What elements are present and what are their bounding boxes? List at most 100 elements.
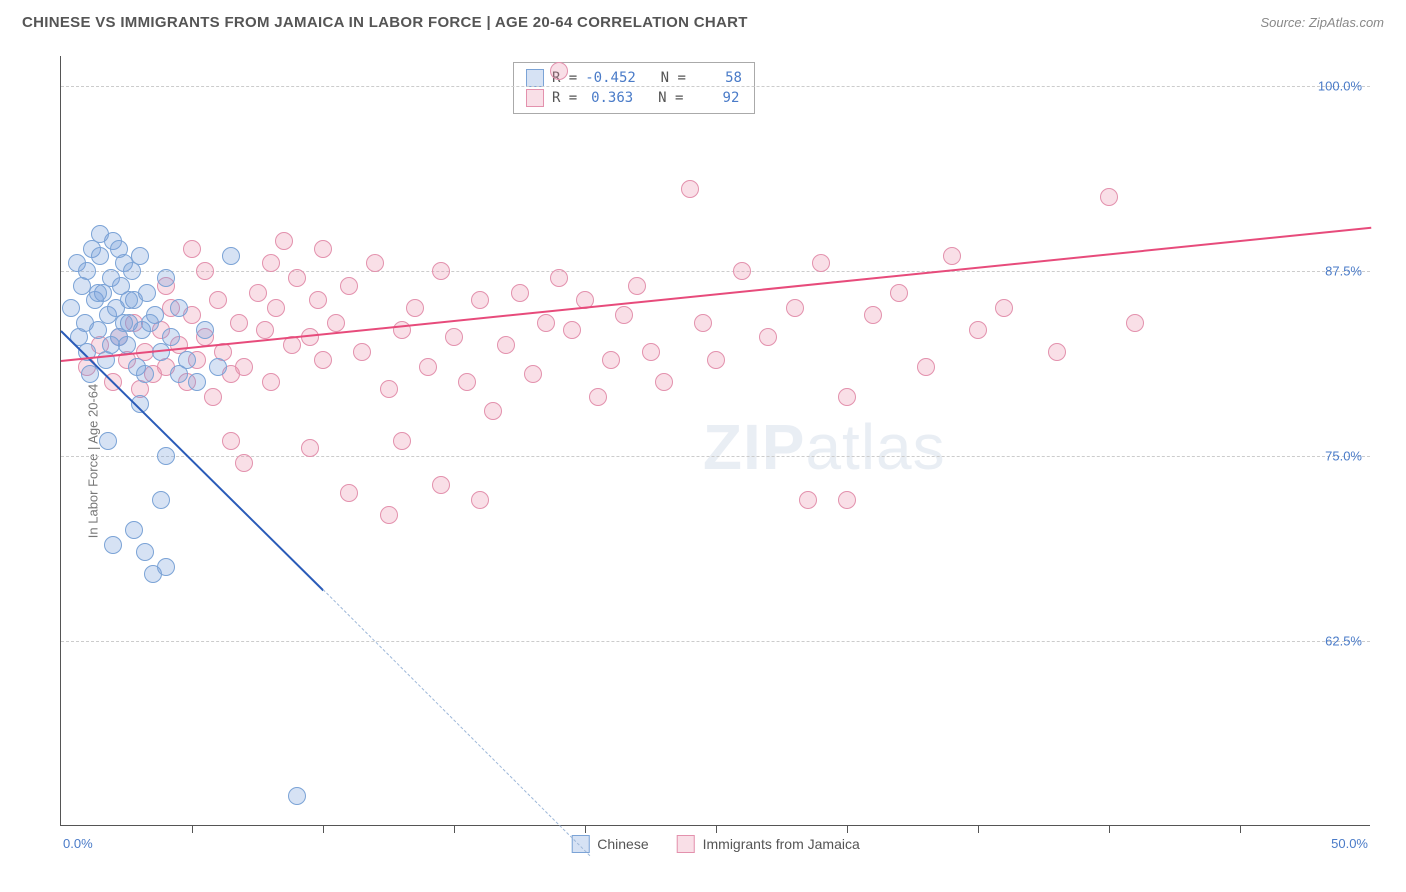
jamaica-n-value: 92 <box>691 90 739 106</box>
legend-item-jamaica: Immigrants from Jamaica <box>677 835 860 853</box>
x-tick <box>585 825 586 833</box>
scatter-point-jamaica <box>445 328 463 346</box>
scatter-point-jamaica <box>642 343 660 361</box>
gridline-h <box>61 641 1370 642</box>
scatter-point-chinese <box>136 543 154 561</box>
jamaica-r-value: 0.363 <box>585 90 633 106</box>
scatter-point-jamaica <box>301 439 319 457</box>
scatter-point-jamaica <box>1126 314 1144 332</box>
scatter-point-chinese <box>89 321 107 339</box>
scatter-point-jamaica <box>759 328 777 346</box>
source-attribution: Source: ZipAtlas.com <box>1260 15 1384 30</box>
scatter-point-jamaica <box>204 388 222 406</box>
watermark-rest: atlas <box>805 411 945 483</box>
scatter-point-jamaica <box>209 291 227 309</box>
scatter-point-jamaica <box>471 291 489 309</box>
x-tick <box>454 825 455 833</box>
scatter-point-jamaica <box>366 254 384 272</box>
scatter-point-chinese <box>196 321 214 339</box>
scatter-point-chinese <box>120 291 138 309</box>
chinese-n-value: 58 <box>694 70 742 86</box>
scatter-point-jamaica <box>406 299 424 317</box>
scatter-point-jamaica <box>230 314 248 332</box>
x-tick <box>192 825 193 833</box>
scatter-point-chinese <box>157 558 175 576</box>
scatter-point-chinese <box>110 240 128 258</box>
x-tick-label-min: 0.0% <box>63 836 93 851</box>
scatter-point-jamaica <box>550 269 568 287</box>
scatter-point-chinese <box>188 373 206 391</box>
scatter-point-chinese <box>138 284 156 302</box>
x-tick <box>847 825 848 833</box>
r-label: R = <box>552 90 577 106</box>
x-tick-label-max: 50.0% <box>1331 836 1368 851</box>
scatter-point-jamaica <box>432 262 450 280</box>
gridline-h <box>61 456 1370 457</box>
scatter-point-jamaica <box>524 365 542 383</box>
n-label: N = <box>641 90 683 106</box>
scatter-point-jamaica <box>309 291 327 309</box>
scatter-point-jamaica <box>786 299 804 317</box>
x-tick <box>716 825 717 833</box>
jamaica-legend-label: Immigrants from Jamaica <box>703 836 860 852</box>
scatter-point-jamaica <box>235 454 253 472</box>
series-legend: Chinese Immigrants from Jamaica <box>571 835 860 853</box>
jamaica-color-chip <box>526 89 544 107</box>
scatter-point-jamaica <box>484 402 502 420</box>
scatter-point-chinese <box>91 225 109 243</box>
x-tick <box>323 825 324 833</box>
scatter-point-chinese <box>131 247 149 265</box>
scatter-point-jamaica <box>419 358 437 376</box>
scatter-point-jamaica <box>943 247 961 265</box>
scatter-point-jamaica <box>327 314 345 332</box>
scatter-point-jamaica <box>340 277 358 295</box>
scatter-point-jamaica <box>393 432 411 450</box>
scatter-point-jamaica <box>314 240 332 258</box>
scatter-point-jamaica <box>628 277 646 295</box>
scatter-point-chinese <box>157 447 175 465</box>
scatter-point-chinese <box>170 365 188 383</box>
scatter-point-chinese <box>104 536 122 554</box>
scatter-point-chinese <box>78 262 96 280</box>
scatter-point-jamaica <box>275 232 293 250</box>
scatter-point-jamaica <box>267 299 285 317</box>
scatter-point-jamaica <box>262 254 280 272</box>
scatter-point-jamaica <box>222 432 240 450</box>
trendline-extrapolated <box>323 589 591 856</box>
x-tick <box>1109 825 1110 833</box>
scatter-point-chinese <box>118 336 136 354</box>
scatter-point-jamaica <box>256 321 274 339</box>
scatter-point-chinese <box>157 269 175 287</box>
scatter-point-chinese <box>89 284 107 302</box>
scatter-point-jamaica <box>1100 188 1118 206</box>
scatter-point-jamaica <box>262 373 280 391</box>
scatter-point-jamaica <box>249 284 267 302</box>
scatter-point-jamaica <box>497 336 515 354</box>
scatter-point-jamaica <box>235 358 253 376</box>
scatter-point-chinese <box>115 314 133 332</box>
scatter-point-chinese <box>62 299 80 317</box>
y-tick-label: 62.5% <box>1325 633 1362 648</box>
trendline <box>60 330 323 591</box>
n-label: N = <box>644 70 686 86</box>
scatter-point-jamaica <box>563 321 581 339</box>
scatter-point-chinese <box>99 432 117 450</box>
scatter-point-jamaica <box>537 314 555 332</box>
scatter-point-chinese <box>141 314 159 332</box>
chinese-color-chip <box>526 69 544 87</box>
chinese-legend-label: Chinese <box>597 836 648 852</box>
scatter-point-jamaica <box>288 269 306 287</box>
scatter-point-jamaica <box>707 351 725 369</box>
scatter-point-chinese <box>288 787 306 805</box>
scatter-point-chinese <box>125 521 143 539</box>
scatter-point-jamaica <box>301 328 319 346</box>
scatter-point-chinese <box>209 358 227 376</box>
scatter-point-chinese <box>152 491 170 509</box>
scatter-point-chinese <box>162 328 180 346</box>
chart-container: In Labor Force | Age 20-64 ZIPatlas R = … <box>20 46 1386 876</box>
y-tick-label: 100.0% <box>1318 78 1362 93</box>
scatter-point-chinese <box>222 247 240 265</box>
scatter-point-jamaica <box>314 351 332 369</box>
scatter-point-jamaica <box>471 491 489 509</box>
scatter-point-jamaica <box>340 484 358 502</box>
